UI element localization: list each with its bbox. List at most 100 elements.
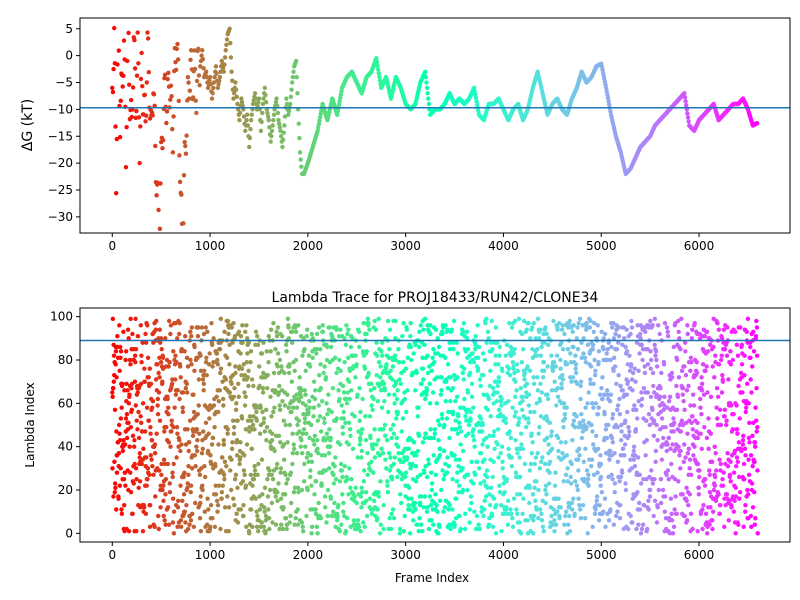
delta-g-point [266, 117, 271, 123]
lambda-point [283, 422, 288, 428]
lambda-point [749, 481, 755, 486]
lambda-point [292, 368, 297, 374]
lambda-point [184, 502, 189, 508]
delta-g-point [241, 114, 247, 119]
lambda-point [285, 392, 290, 397]
lambda-point [234, 401, 239, 406]
lambda-point [481, 392, 486, 397]
lambda-point [663, 515, 669, 521]
lambda-point [662, 394, 667, 400]
lambda-point [578, 383, 583, 389]
lambda-point [635, 416, 640, 421]
delta-g-point [194, 78, 200, 84]
lambda-point [502, 489, 507, 495]
lambda-point [151, 472, 156, 478]
bottom-y-axis-label: Lambda Index [23, 382, 37, 467]
lambda-point [147, 472, 152, 478]
lambda-point [549, 513, 554, 519]
lambda-point [162, 429, 167, 434]
lambda-point [412, 500, 418, 506]
lambda-point [149, 457, 154, 462]
lambda-point [753, 515, 758, 521]
delta-g-point [117, 134, 123, 140]
lambda-point [191, 392, 196, 397]
lambda-point [134, 476, 139, 482]
lambda-point [428, 323, 433, 328]
delta-g-point [248, 117, 254, 123]
lambda-point [301, 427, 307, 432]
lambda-point [309, 459, 315, 465]
lambda-point [344, 515, 350, 521]
lambda-point [121, 437, 126, 443]
lambda-point [202, 474, 208, 480]
lambda-point [717, 407, 723, 413]
lambda-point [138, 323, 144, 328]
lambda-point [632, 453, 638, 458]
lambda-point [296, 418, 302, 423]
lambda-point [178, 518, 184, 523]
lambda-point [361, 520, 366, 525]
lambda-point [596, 359, 601, 365]
lambda-point [674, 357, 680, 363]
lambda-point [648, 318, 653, 324]
lambda-point [403, 366, 409, 371]
lambda-point [174, 455, 179, 460]
lambda-point [409, 357, 414, 363]
lambda-point [442, 422, 447, 428]
lambda-point [654, 520, 660, 525]
lambda-point [252, 463, 257, 469]
x-tick-label: 1000 [195, 239, 226, 253]
lambda-point [633, 379, 638, 384]
lambda-point [564, 405, 569, 410]
delta-g-point [280, 137, 286, 143]
lambda-point [357, 442, 363, 447]
lambda-point [462, 396, 467, 402]
lambda-point [379, 353, 385, 358]
lambda-point [177, 437, 182, 443]
delta-g-point [146, 69, 151, 75]
lambda-point [444, 470, 450, 475]
lambda-point [664, 472, 669, 478]
lambda-point [166, 411, 171, 417]
lambda-point [132, 353, 138, 358]
lambda-point [488, 414, 493, 419]
lambda-point [210, 435, 216, 441]
lambda-point [458, 442, 463, 447]
delta-g-point [248, 126, 253, 132]
lambda-point [495, 390, 500, 395]
lambda-point [220, 396, 226, 402]
lambda-point [677, 336, 682, 341]
lambda-point [574, 370, 579, 376]
lambda-point [549, 388, 555, 393]
lambda-point [715, 320, 720, 326]
lambda-point [708, 431, 713, 436]
lambda-point [173, 377, 178, 382]
lambda-point [563, 440, 568, 445]
lambda-point [461, 366, 467, 371]
delta-g-point [249, 112, 254, 117]
lambda-point [463, 414, 468, 419]
lambda-point [202, 463, 207, 469]
lambda-point [386, 409, 391, 415]
lambda-point [750, 364, 755, 369]
lambda-point [238, 440, 243, 445]
lambda-point [514, 507, 519, 512]
lambda-point [215, 509, 220, 514]
lambda-point [525, 518, 530, 523]
lambda-point [213, 483, 218, 488]
lambda-point [271, 370, 277, 376]
lambda-point [225, 427, 231, 432]
lambda-point [287, 422, 293, 428]
lambda-point [322, 494, 328, 499]
lambda-point [652, 342, 657, 348]
lambda-point [318, 362, 323, 367]
lambda-point [284, 526, 289, 532]
lambda-point [566, 513, 572, 519]
lambda-point [393, 336, 398, 341]
lambda-point [139, 461, 145, 467]
lambda-point [690, 327, 695, 332]
lambda-point [206, 362, 212, 367]
lambda-point [212, 524, 218, 530]
lambda-point [488, 457, 493, 462]
lambda-point [418, 500, 423, 506]
